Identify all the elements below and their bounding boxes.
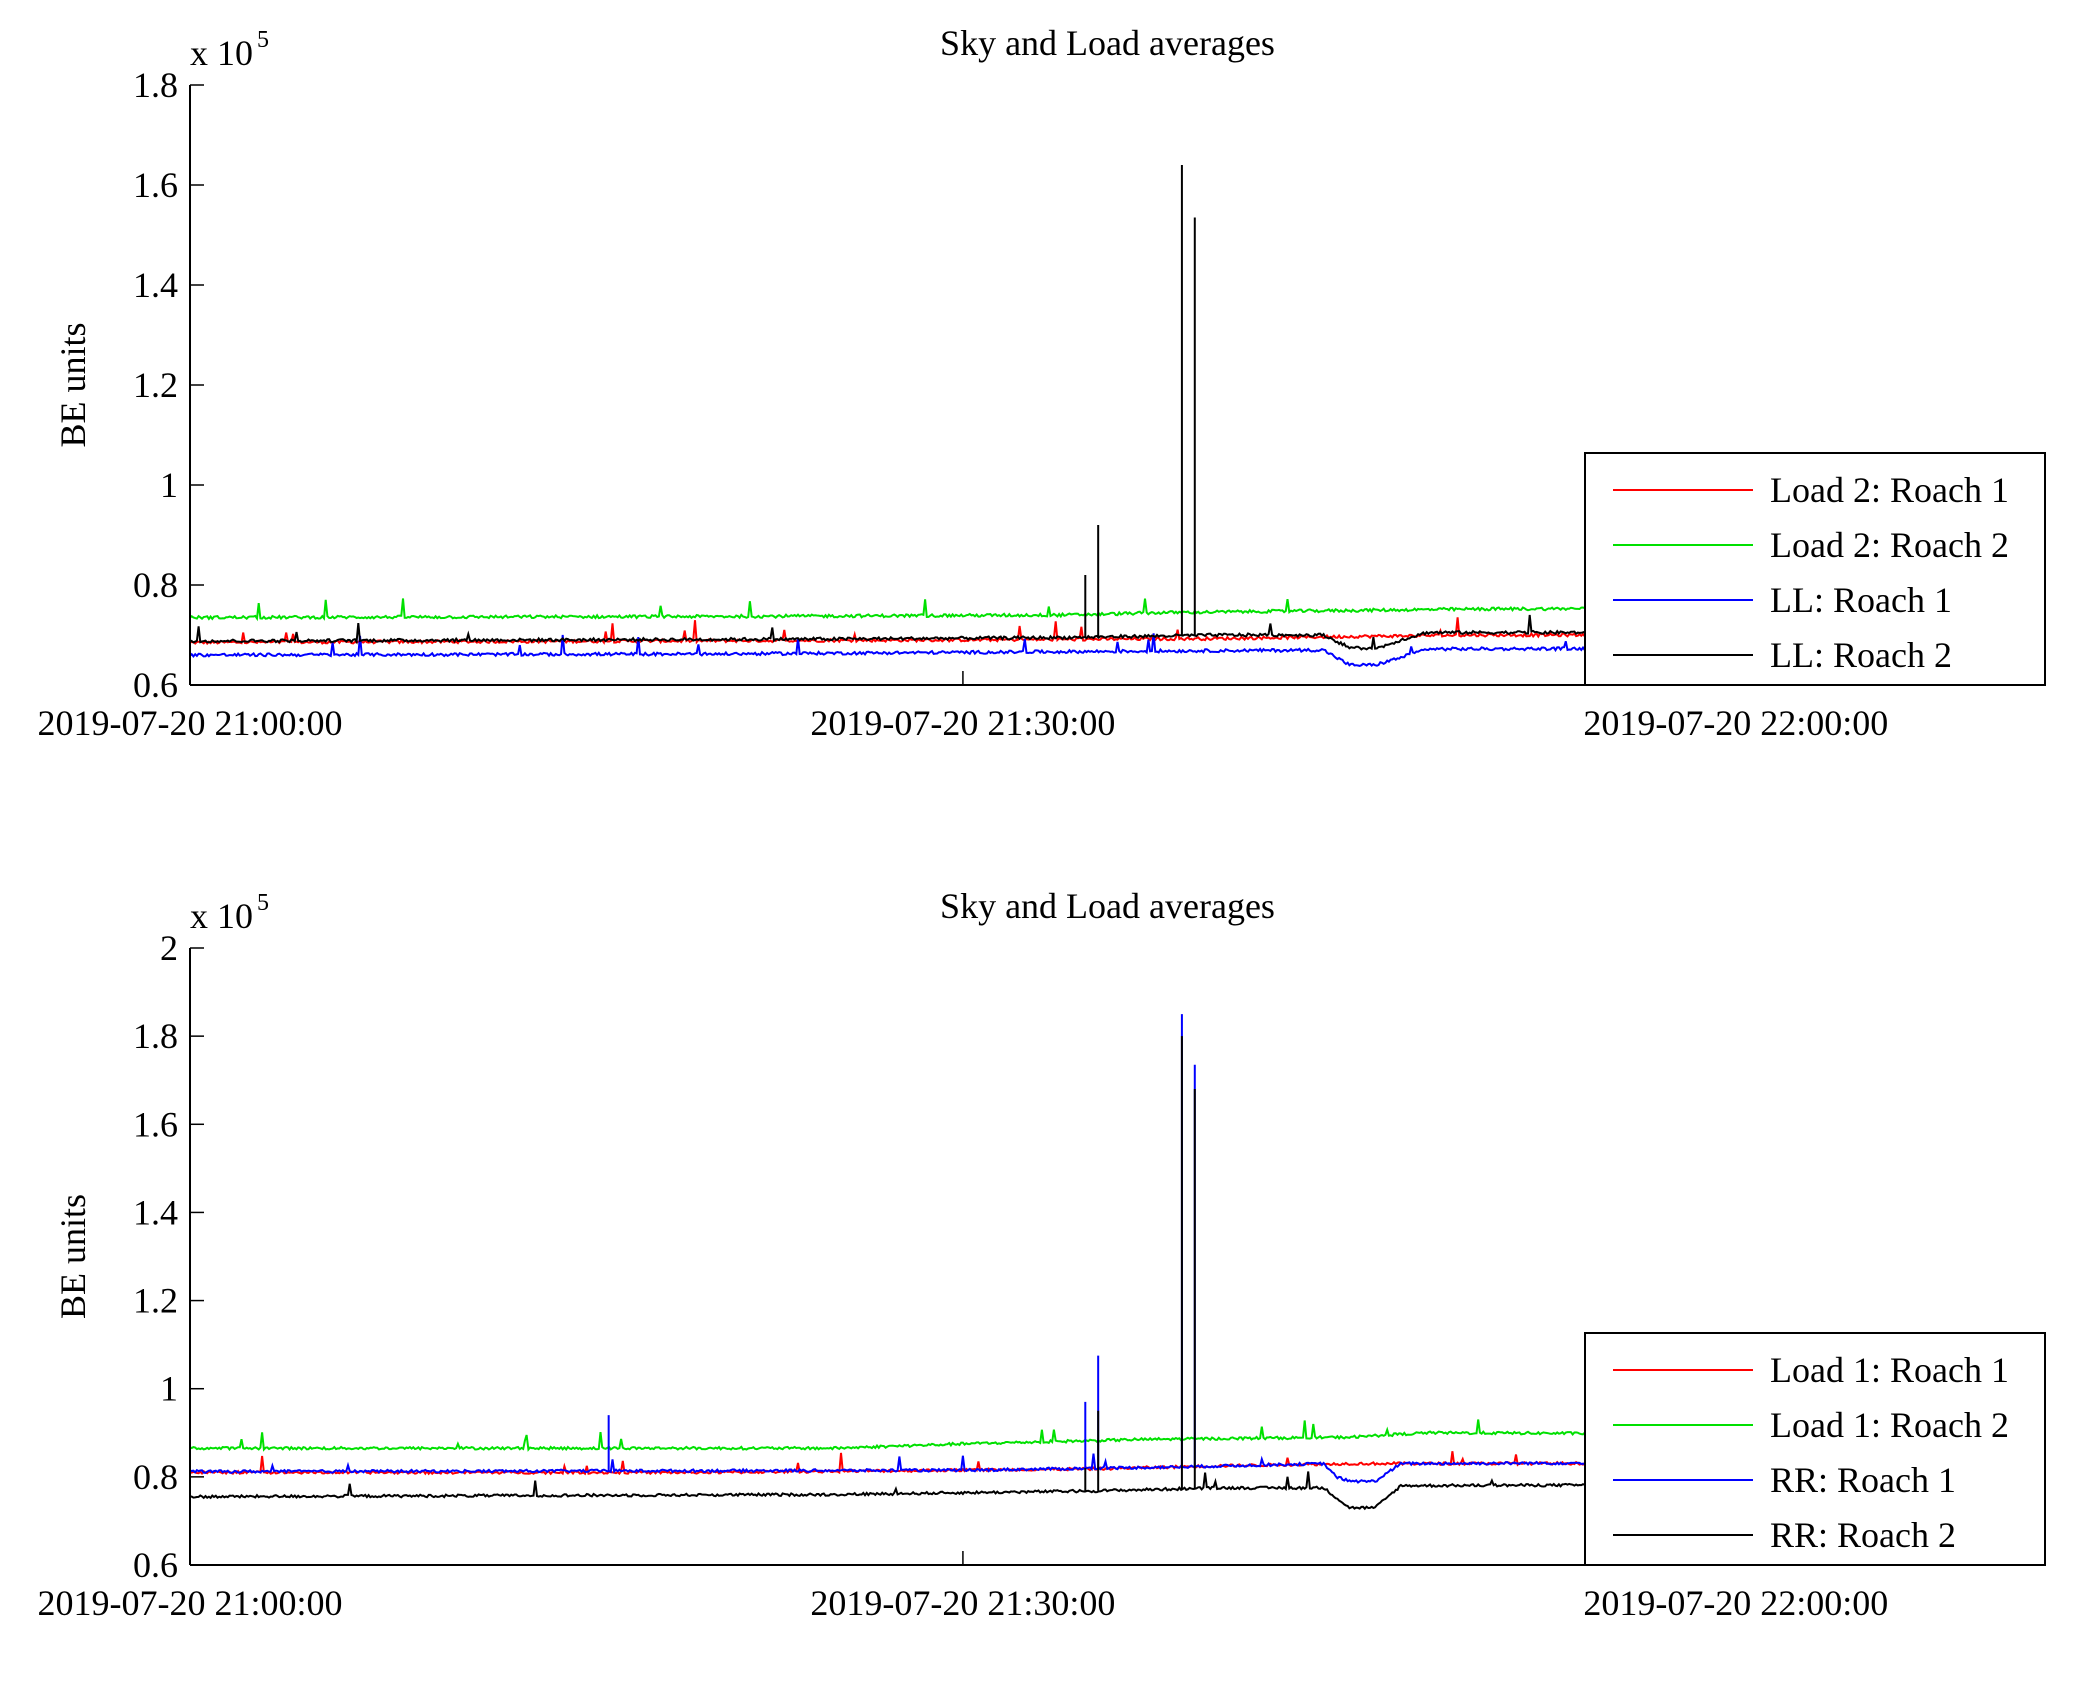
- legend: [1584, 1332, 2046, 1566]
- y-multiplier: x 10 5: [190, 27, 269, 73]
- legend-label: RR: Roach 1: [1770, 1460, 1956, 1500]
- y-tick-label: 0.8: [133, 1457, 178, 1497]
- y-tick-label: 1.8: [133, 1016, 178, 1056]
- legend-label: Load 2: Roach 2: [1770, 525, 2009, 565]
- chart-title: Sky and Load averages: [940, 886, 1275, 926]
- y-axis-label: BE units: [53, 322, 93, 447]
- legend-label: Load 1: Roach 1: [1770, 1350, 2009, 1390]
- x-tick-label: 2019-07-20 21:30:00: [810, 703, 1115, 743]
- y-tick-label: 0.6: [133, 665, 178, 705]
- y-multiplier-exponent: 5: [257, 890, 269, 916]
- x-tick-label: 2019-07-20 22:00:00: [1583, 703, 1888, 743]
- y-tick-label: 1.6: [133, 1104, 178, 1144]
- bottom-panel: Sky and Load averages BE units x 10 5 0.6 0.8…: [38, 886, 2046, 1623]
- y-multiplier-exponent: 5: [257, 27, 269, 53]
- y-tick-label: 1: [160, 465, 178, 505]
- y-multiplier: x 10 5: [190, 890, 269, 936]
- y-tick-label: 1.4: [133, 265, 178, 305]
- legend: [1584, 452, 2046, 686]
- chart-title: Sky and Load averages: [940, 23, 1275, 63]
- y-tick-label: 2: [160, 928, 178, 968]
- y-multiplier-base: x 10: [190, 33, 253, 73]
- legend-label: RR: Roach 2: [1770, 1515, 1956, 1555]
- y-tick-label: 1.2: [133, 365, 178, 405]
- y-axis-label: BE units: [53, 1194, 93, 1319]
- x-tick-label: 2019-07-20 21:30:00: [810, 1583, 1115, 1623]
- y-tick-label: 1.2: [133, 1281, 178, 1321]
- y-tick-label: 0.8: [133, 565, 178, 605]
- y-tick-label: 1: [160, 1369, 178, 1409]
- x-tick-label: 2019-07-20 22:00:00: [1583, 1583, 1888, 1623]
- y-tick-label: 0.6: [133, 1545, 178, 1585]
- legend-label: Load 1: Roach 2: [1770, 1405, 2009, 1445]
- legend-label: Load 2: Roach 1: [1770, 470, 2009, 510]
- y-tick-label: 1.8: [133, 65, 178, 105]
- y-multiplier-base: x 10: [190, 896, 253, 936]
- x-tick-label: 2019-07-20 21:00:00: [38, 1583, 343, 1623]
- x-tick-label: 2019-07-20 21:00:00: [38, 703, 343, 743]
- y-tick-label: 1.4: [133, 1192, 178, 1232]
- legend-label: LL: Roach 2: [1770, 635, 1952, 675]
- legend-label: LL: Roach 1: [1770, 580, 1952, 620]
- y-tick-label: 1.6: [133, 165, 178, 205]
- top-panel: Sky and Load averages BE units x 10 5 0.6 0.8…: [38, 23, 2046, 743]
